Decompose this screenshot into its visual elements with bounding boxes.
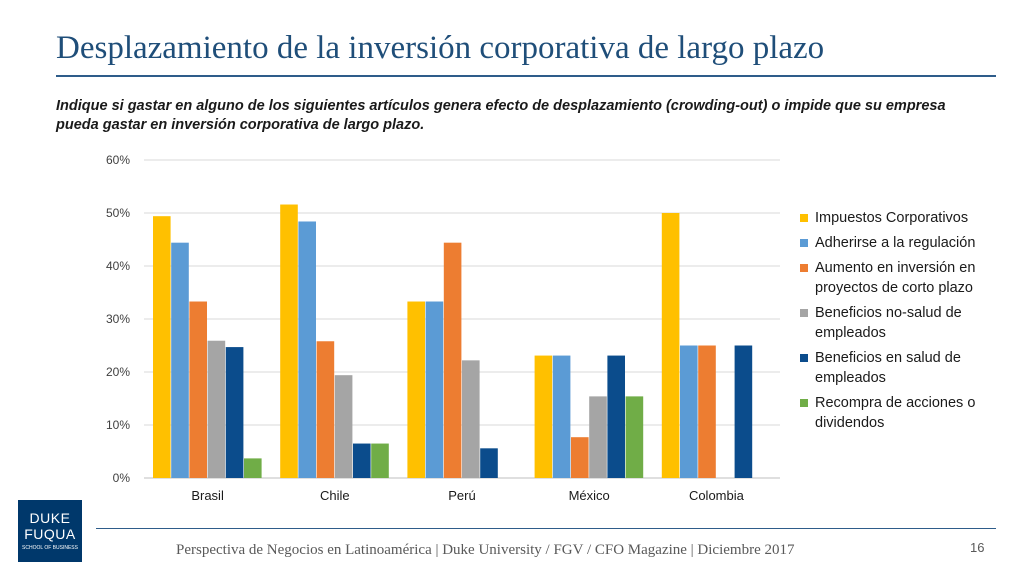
logo-line-3: SCHOOL OF BUSINESS [22,545,78,551]
bar [225,347,244,478]
y-tick-label: 0% [113,471,131,485]
x-tick-label: Brasil [191,488,224,503]
bar [425,301,444,478]
legend-item: Adherirse a la regulación [800,233,1015,253]
bar [534,355,553,478]
legend-label: Beneficios no-salud de empleados [815,305,962,341]
y-tick-label: 30% [106,312,130,326]
y-tick-label: 50% [106,206,130,220]
bar [316,341,335,478]
legend-swatch [800,399,808,407]
bar [153,216,171,478]
page-number: 16 [970,540,985,555]
bar [698,345,716,478]
bar [298,221,316,479]
legend-swatch [800,214,808,222]
bar [280,204,298,478]
x-tick-label: Perú [448,488,475,503]
bar [443,242,462,478]
bar [462,360,480,478]
bar [207,340,226,478]
bar [589,396,607,478]
bar [552,355,571,478]
legend-item: Impuestos Corporativos [800,208,1015,228]
y-tick-label: 20% [106,365,130,379]
x-tick-label: México [569,488,610,503]
bar [171,242,189,478]
footer-divider [96,528,996,529]
legend-label: Adherirse a la regulación [815,235,976,251]
bar [334,375,353,478]
legend-item: Beneficios no-salud de empleados [800,303,1015,343]
bar [607,355,625,478]
legend-swatch [800,354,808,362]
chart-question: Indique si gastar en alguno de los sigui… [56,98,946,133]
logo-line-1: DUKE [29,510,71,526]
bar [480,448,498,478]
footer-text: Perspectiva de Negocios en Latinoamérica… [176,542,795,558]
legend-swatch [800,264,808,272]
logo-line-2: FUQUA [24,526,76,542]
bar [189,301,207,478]
x-tick-label: Colombia [689,488,745,503]
bar [353,443,371,478]
duke-fuqua-logo: DUKE FUQUA SCHOOL OF BUSINESS [18,500,82,562]
bar [407,301,425,478]
y-tick-label: 10% [106,418,130,432]
legend-swatch [800,239,808,247]
legend-swatch [800,309,808,317]
x-tick-label: Chile [320,488,350,503]
legend-label: Beneficios en salud de empleados [815,350,961,386]
bar [625,396,644,478]
y-tick-label: 40% [106,259,130,273]
bar [661,213,680,478]
legend-label: Recompra de acciones o dividendos [815,395,976,431]
chart-legend: Impuestos Corporativos Adherirse a la reg… [800,208,1015,438]
bar [244,458,262,478]
legend-label: Impuestos Corporativos [815,210,969,226]
bar [680,345,698,478]
legend-item: Recompra de acciones o dividendos [800,393,1015,433]
bar [571,437,589,478]
y-tick-label: 60% [106,153,130,167]
slide-title: Desplazamiento de la inversión corporati… [56,30,825,66]
bar [734,345,753,478]
legend-label: Aumento en inversión en proyectos de cor… [815,260,976,296]
legend-item: Aumento en inversión en proyectos de cor… [800,258,1015,298]
bar [371,443,389,478]
legend-item: Beneficios en salud de empleados [800,348,1015,388]
title-divider [56,75,996,77]
